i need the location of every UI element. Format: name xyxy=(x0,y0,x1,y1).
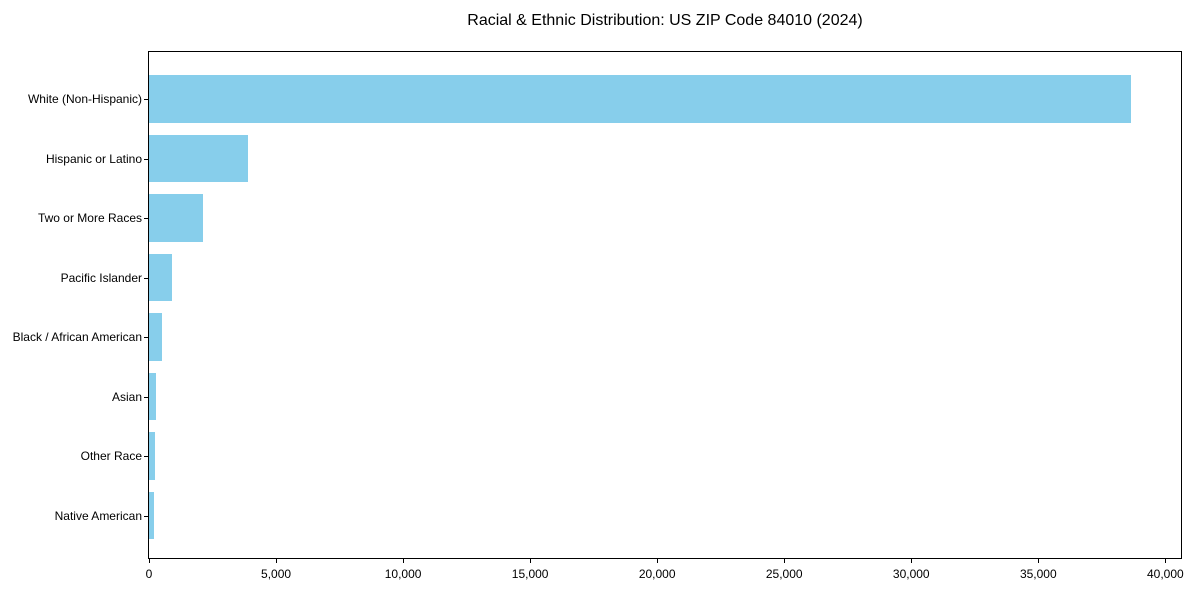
x-tick-label-20000: 20,000 xyxy=(638,567,676,581)
bar-white-non-hispanic xyxy=(149,75,1132,123)
y-tick-label-pacific-islander: Pacific Islander xyxy=(60,270,142,285)
plot-area xyxy=(148,51,1182,559)
x-axis-tick xyxy=(403,559,405,563)
y-tick-label-white-non-hispanic: White (Non-Hispanic) xyxy=(27,92,142,106)
y-axis-tick xyxy=(144,218,148,219)
y-axis-tick xyxy=(144,158,148,160)
x-axis-tick xyxy=(530,559,532,563)
x-tick-label-0: 0 xyxy=(145,567,153,581)
y-tick-label-hispanic-or-latino: Hispanic or Latino xyxy=(45,151,142,166)
x-axis-tick xyxy=(1165,559,1167,563)
x-tick-label-25000: 25,000 xyxy=(765,567,803,581)
y-tick-label-black-african-american: Black / African American xyxy=(12,330,142,344)
y-axis-tick xyxy=(144,396,148,398)
x-tick-label-10000: 10,000 xyxy=(384,567,422,581)
y-tick-label-native-american: Native American xyxy=(54,508,142,523)
x-axis-tick xyxy=(784,559,786,563)
x-tick-label-40000: 40,000 xyxy=(1146,567,1184,581)
bar-asian xyxy=(149,372,157,421)
y-axis-tick xyxy=(144,515,148,517)
x-tick-label-35000: 35,000 xyxy=(1019,567,1057,581)
chart-title: Racial & Ethnic Distribution: US ZIP Cod… xyxy=(467,12,863,29)
y-tick-label-two-or-more-races: Two or More Races xyxy=(37,211,142,225)
x-axis-tick xyxy=(276,559,278,563)
x-axis-tick xyxy=(1038,559,1040,563)
bar-two-or-more-races xyxy=(149,194,203,242)
y-tick-label-asian: Asian xyxy=(111,389,142,404)
y-axis-tick xyxy=(144,456,148,457)
bar-native-american xyxy=(149,491,154,540)
y-tick-label-other-race: Other Race xyxy=(80,449,142,463)
y-axis-tick xyxy=(144,99,148,100)
bar-pacific-islander xyxy=(149,253,172,302)
y-axis-tick xyxy=(144,277,148,279)
x-axis-tick xyxy=(657,559,659,563)
bar-hispanic-or-latino xyxy=(149,134,248,183)
x-tick-label-30000: 30,000 xyxy=(892,567,930,581)
x-axis-tick xyxy=(149,559,150,563)
bar-other-race xyxy=(149,432,155,480)
y-axis-tick xyxy=(144,337,148,338)
x-tick-label-15000: 15,000 xyxy=(511,567,549,581)
x-tick-label-5000: 5,000 xyxy=(261,567,292,581)
bar-black-african-american xyxy=(149,313,162,361)
x-axis-tick xyxy=(911,559,913,563)
